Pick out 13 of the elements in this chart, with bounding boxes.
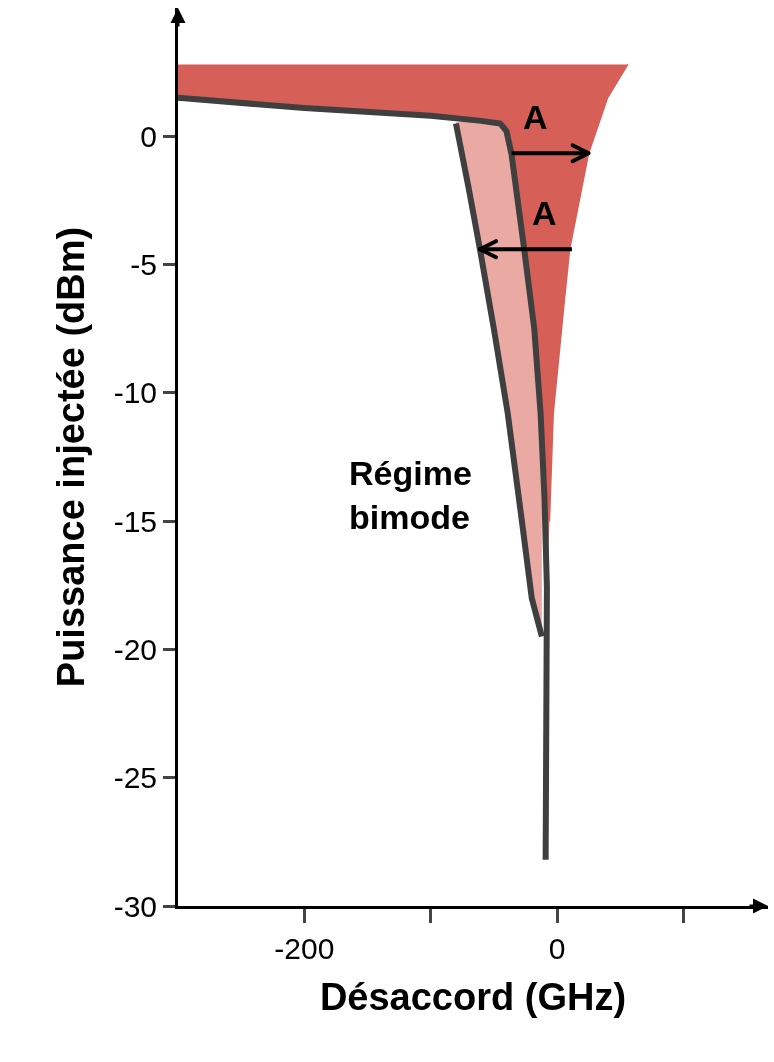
y-tick-label: -5 (130, 248, 157, 282)
y-tick-label: 0 (140, 119, 157, 153)
annotation: A (532, 194, 557, 232)
annotation: A (523, 98, 548, 136)
annotation: Régime bimode (349, 454, 472, 537)
x-axis-title: Désaccord (GHz) (319, 976, 627, 1019)
y-tick-label: -20 (113, 632, 157, 666)
y-axis-title: Puissance injectée (dBm) (49, 226, 92, 688)
x-tick-label: -200 (274, 932, 335, 965)
y-tick-label: -15 (113, 504, 157, 538)
y-tick-label: -30 (113, 889, 157, 923)
y-tick-label: -25 (113, 761, 157, 795)
y-tick-label: -10 (113, 376, 157, 410)
